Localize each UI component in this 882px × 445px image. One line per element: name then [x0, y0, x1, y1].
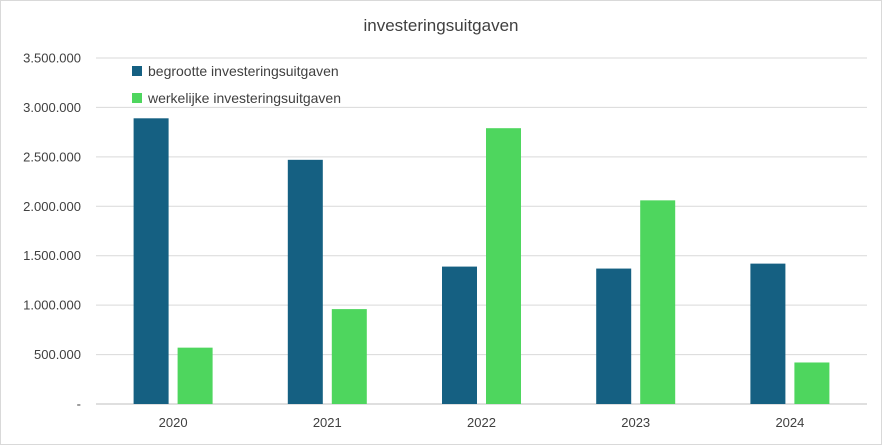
y-tick-label: 2.500.000: [23, 149, 81, 164]
legend-swatch: [132, 66, 142, 76]
y-tick-label: 500.000: [34, 347, 81, 362]
y-tick-label: 3.500.000: [23, 51, 81, 66]
bar-werkelijk-2022: [486, 128, 521, 404]
bar-werkelijk-2021: [331, 309, 367, 404]
chart-title: investeringsuitgaven: [364, 16, 519, 35]
bars: [133, 118, 830, 404]
y-tick-label: -: [77, 397, 81, 412]
legend-label: werkelijke investeringsuitgaven: [147, 90, 341, 106]
x-tick-label: 2022: [467, 415, 496, 430]
y-tick-label: 3.000.000: [23, 100, 81, 115]
bar-werkelijk-2020: [177, 347, 213, 404]
bar-begroot-2022: [442, 266, 477, 404]
legend-label: begrootte investeringsuitgaven: [148, 63, 339, 79]
x-tick-label: 2020: [159, 415, 188, 430]
y-tick-label: 2.000.000: [23, 199, 81, 214]
bar-begroot-2020: [133, 118, 169, 404]
legend: begrootte investeringsuitgaven werkelijke…: [132, 63, 341, 106]
x-tick-label: 2023: [621, 415, 650, 430]
legend-swatch: [132, 93, 142, 103]
bar-begroot-2024: [750, 263, 786, 404]
gridlines: [96, 57, 867, 405]
bar-begroot-2021: [287, 159, 323, 404]
y-axis-tick-labels: - 500.000 1.000.000 1.500.000 2.000.000 2.500…: [23, 51, 81, 412]
y-tick-label: 1.000.000: [23, 298, 81, 313]
bar-werkelijk-2024: [794, 362, 830, 404]
x-tick-label: 2024: [775, 415, 804, 430]
bar-werkelijk-2023: [640, 200, 676, 404]
x-tick-label: 2021: [313, 415, 342, 430]
y-tick-label: 1.500.000: [23, 248, 81, 263]
x-axis-tick-labels: 2020 2021 2022 2023 2024: [159, 415, 805, 430]
bar-begroot-2023: [596, 268, 632, 404]
